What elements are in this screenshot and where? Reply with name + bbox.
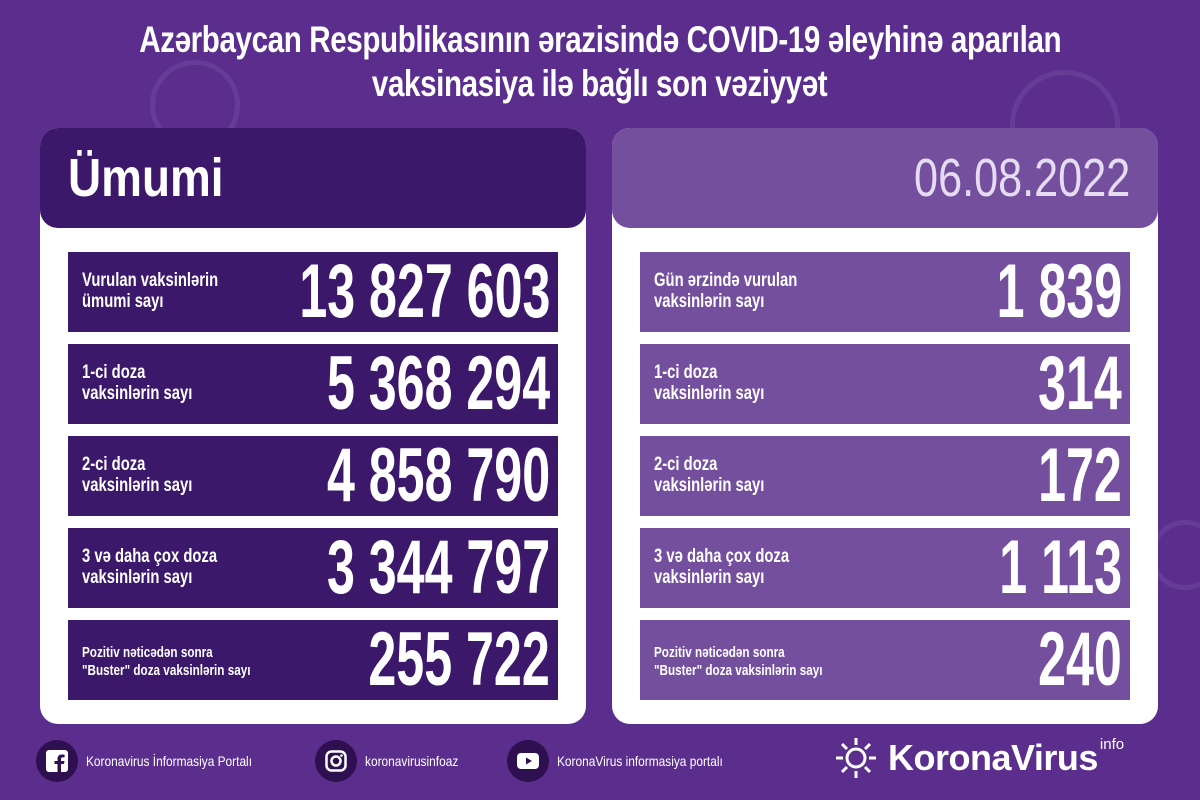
stat-value: 4 858 790 (326, 433, 550, 518)
logo-text: KoronaVirus (888, 737, 1098, 778)
title-line-2: vaksinasiya ilə bağlı son vəziyyət (372, 63, 828, 104)
daily-panel: 06.08.2022 Gün ərzində vurulan vaksinlər… (612, 128, 1158, 724)
facebook-label: Koronavirus İnformasiya Portalı (86, 753, 253, 769)
total-panel: Ümumi Vurulan vaksinlərin ümumi sayı 13 8… (40, 128, 586, 724)
stat-row: 1-ci doza vaksinlərin sayı 314 (640, 344, 1130, 424)
stat-value: 172 (1038, 433, 1122, 518)
koronavirus-logo: KoronaVirus info (834, 736, 1124, 780)
stat-label: Vurulan vaksinlərin ümumi sayı (82, 270, 219, 312)
page-title: Azərbaycan Respublikasının ərazisində CO… (0, 18, 1200, 106)
facebook-icon (36, 740, 78, 782)
date-label: 06.08.2022 (913, 148, 1130, 208)
stat-value: 255 722 (368, 617, 550, 702)
youtube-icon (507, 740, 550, 782)
stat-value: 3 344 797 (326, 525, 550, 610)
stat-row: Vurulan vaksinlərin ümumi sayı 13 827 603 (68, 252, 558, 332)
stat-row: 1-ci doza vaksinlərin sayı 5 368 294 (68, 344, 558, 424)
youtube-link[interactable]: KoronaVirus informasiya portalı (507, 740, 752, 782)
stat-label: 3 və daha çox doza vaksinlərin sayı (82, 546, 218, 588)
facebook-link[interactable]: Koronavirus İnformasiya Portalı (36, 740, 281, 782)
stat-label: Gün ərzində vurulan vaksinlərin sayı (654, 270, 798, 312)
instagram-label: koronavirusinfoaz (365, 753, 459, 769)
stat-row: 2-ci doza vaksinlərin sayı 4 858 790 (68, 436, 558, 516)
total-header: Ümumi (40, 128, 586, 228)
stat-value: 1 839 (996, 249, 1122, 334)
stat-value: 240 (1038, 617, 1122, 702)
stat-row: Pozitiv nəticədən sonra "Buster" doza va… (640, 620, 1130, 700)
stat-value: 5 368 294 (326, 341, 550, 426)
stat-value: 13 827 603 (298, 249, 550, 334)
stat-label: 2-ci doza vaksinlərin sayı (82, 454, 193, 496)
total-header-title: Ümumi (68, 148, 224, 208)
logo-superscript: info (1099, 736, 1125, 753)
stat-label: 3 və daha çox doza vaksinlərin sayı (654, 546, 790, 588)
stat-row: 2-ci doza vaksinlərin sayı 172 (640, 436, 1130, 516)
footer-links: Koronavirus İnformasiya Portalı koronavi… (36, 738, 776, 784)
stat-label: 1-ci doza vaksinlərin sayı (654, 362, 765, 404)
stat-value: 314 (1038, 341, 1122, 426)
date-header: 06.08.2022 (612, 128, 1158, 228)
instagram-link[interactable]: koronavirusinfoaz (315, 740, 475, 782)
stat-value: 1 113 (999, 525, 1122, 610)
stat-label: Pozitiv nəticədən sonra "Buster" doza va… (654, 644, 823, 679)
sun-virus-icon (836, 738, 876, 778)
stat-label: 2-ci doza vaksinlərin sayı (654, 454, 765, 496)
stat-label: 1-ci doza vaksinlərin sayı (82, 362, 193, 404)
youtube-label: KoronaVirus informasiya portalı (557, 753, 723, 769)
stat-row: Gün ərzində vurulan vaksinlərin sayı 1 83… (640, 252, 1130, 332)
stat-label: Pozitiv nəticədən sonra "Buster" doza va… (82, 644, 251, 679)
title-line-1: Azərbaycan Respublikasının ərazisində CO… (139, 19, 1061, 60)
stat-row: Pozitiv nəticədən sonra "Buster" doza va… (68, 620, 558, 700)
instagram-icon (315, 740, 358, 782)
stat-row: 3 və daha çox doza vaksinlərin sayı 1 113 (640, 528, 1130, 608)
stat-row: 3 və daha çox doza vaksinlərin sayı 3 344… (68, 528, 558, 608)
